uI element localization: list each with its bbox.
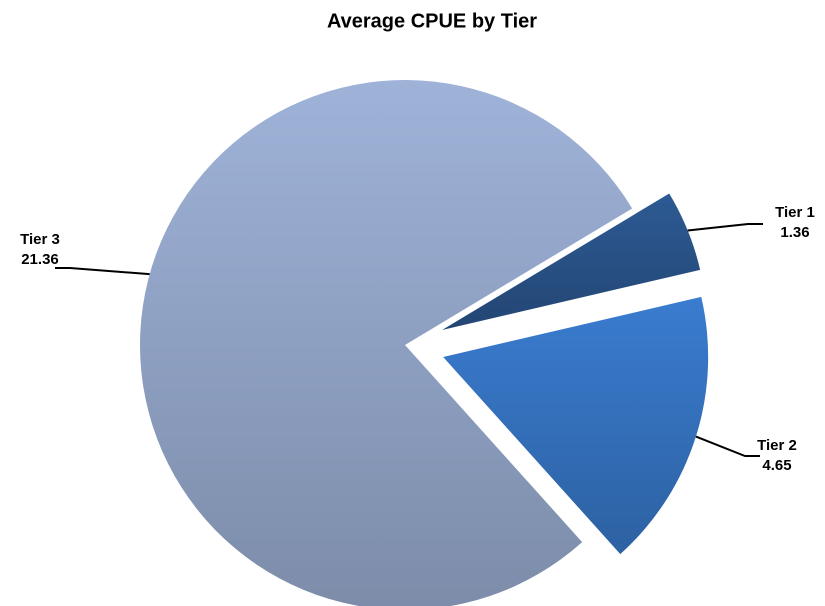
slice-value: 1.36	[780, 224, 809, 241]
leader-line	[55, 267, 150, 276]
slice-value: 21.36	[21, 251, 59, 268]
slice-label: Tier 2	[757, 437, 797, 454]
pie-slice	[443, 296, 709, 555]
slice-label: Tier 3	[20, 231, 60, 248]
slice-value: 4.65	[762, 457, 791, 474]
leader-line	[695, 435, 760, 457]
chart-title: Average CPUE by Tier	[327, 10, 537, 32]
pie-slice	[140, 80, 633, 606]
slice-label: Tier 1	[775, 204, 815, 221]
pie-slice	[442, 193, 701, 330]
leader-line	[687, 223, 763, 232]
